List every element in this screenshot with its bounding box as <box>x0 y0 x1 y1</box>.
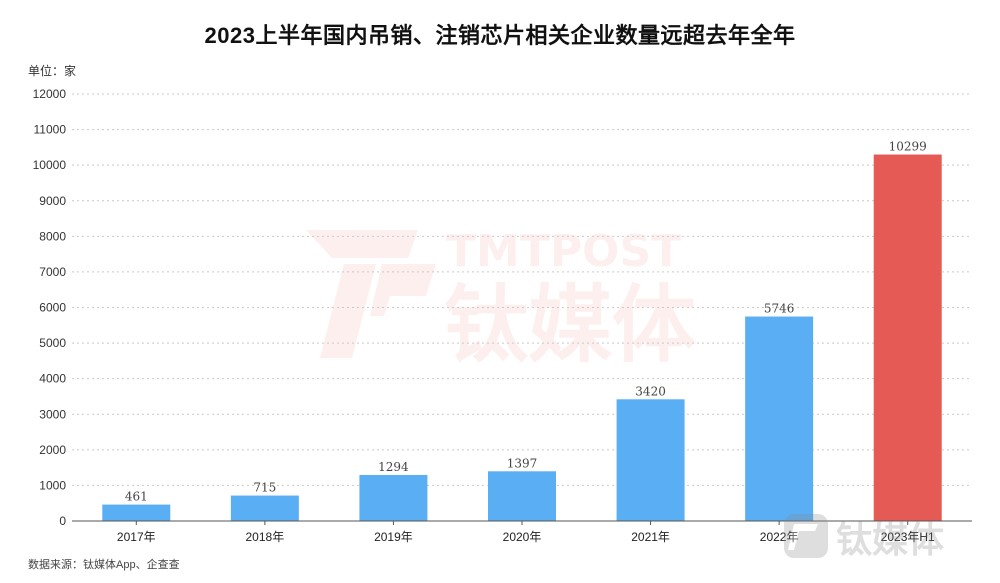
bar <box>230 495 299 521</box>
data-labels: 461 715 1294 1397 3420 5746 10299 <box>125 140 927 504</box>
y-tick-label: 1000 <box>39 478 66 492</box>
x-tick-label: 2021年 <box>631 530 670 544</box>
y-tick-label: 2000 <box>39 443 66 457</box>
y-tick-label: 6000 <box>39 301 66 315</box>
x-tick-label: 2018年 <box>246 530 285 544</box>
y-tick-label: 12000 <box>33 87 67 101</box>
bar <box>488 471 556 521</box>
y-tick-label: 7000 <box>39 265 66 279</box>
data-label: 10299 <box>889 140 927 154</box>
data-label: 1397 <box>507 456 538 470</box>
bar <box>616 399 685 521</box>
x-tick-label: 2020年 <box>503 530 542 544</box>
bar <box>359 474 428 521</box>
watermark-latin: TMTPOST <box>446 226 681 277</box>
bars <box>102 154 942 521</box>
corner-logo-icon <box>784 514 828 558</box>
y-tick-label: 3000 <box>39 407 66 421</box>
watermark-logo: TMTPOST 钛媒体 <box>306 226 696 366</box>
corner-watermark: 钛媒体 <box>784 514 944 561</box>
y-tick-label: 4000 <box>39 372 66 386</box>
data-label: 5746 <box>764 302 795 316</box>
y-tick-label: 11000 <box>34 123 67 137</box>
chart-title: 2023上半年国内吊销、注销芯片相关企业数量远超去年全年 <box>204 23 796 48</box>
x-tick-label: 2022年 <box>760 530 799 544</box>
bar <box>102 504 171 521</box>
y-tick-label: 9000 <box>39 194 66 208</box>
x-tick-label: 2023年H1 <box>881 530 935 544</box>
corner-watermark-brand: 钛媒体 <box>836 520 944 561</box>
data-label: 1294 <box>378 460 409 474</box>
data-label: 461 <box>125 490 148 504</box>
data-label: 3420 <box>635 384 666 398</box>
x-tick-label: 2017年 <box>117 530 156 544</box>
tmtpost-logo-icon <box>306 230 436 358</box>
bar <box>745 316 814 521</box>
bar <box>873 154 942 521</box>
unit-label: 单位：家 <box>28 64 77 78</box>
y-tick-label: 0 <box>59 514 66 528</box>
x-axis: 2017年 2018年 2019年 2020年 2021年 2022年 2023年H1 <box>72 520 972 544</box>
data-source: 数据来源：钛媒体App、企查查 <box>28 559 180 571</box>
watermark-brand: 钛媒体 <box>444 276 696 366</box>
data-label: 715 <box>253 481 276 495</box>
x-tick-label: 2019年 <box>374 530 413 544</box>
y-tick-label: 8000 <box>39 229 66 243</box>
y-tick-label: 5000 <box>39 336 66 350</box>
gridlines <box>72 93 972 486</box>
y-tick-label: 10000 <box>33 158 67 172</box>
y-axis: 0 1000 2000 3000 4000 5000 6000 7000 8000 9000 100… <box>33 87 67 528</box>
